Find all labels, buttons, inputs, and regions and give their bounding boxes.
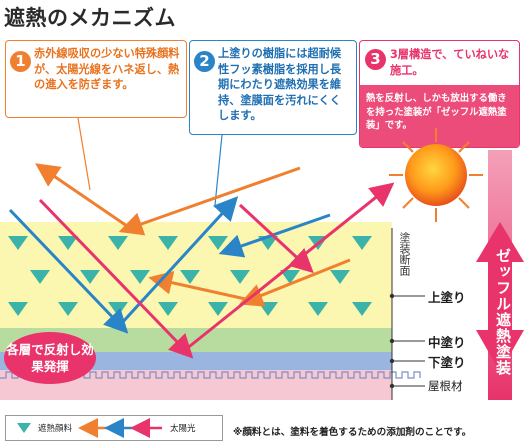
callout-3-body: 熱を反射し、しかも放出する働きを持った塗装が「ゼッフル遮熱塗装」です。 — [360, 85, 519, 147]
paint-film-label: 塗装断面 — [398, 232, 411, 276]
double-arrow-icon — [476, 222, 524, 372]
roof-material-label: 屋根材 — [428, 379, 463, 393]
reflect-ray-blue-1 — [118, 196, 239, 327]
legend-pigment-icon — [17, 423, 31, 433]
footnote: ※顔料とは、塗料を着色するための添加剤のことです。 — [233, 427, 472, 438]
reflect-ray-orange-1 — [35, 163, 131, 230]
sun-ray-blue-2 — [218, 213, 331, 258]
callout-3: 3 3層構造で、ていねいな施工。 熱を反射し、しかも放出する働きを持った塗装が「… — [359, 40, 520, 148]
reflection-bubble: 各層で反射し効果発揮 — [4, 332, 96, 384]
sidebar-label: ゼッフル遮熱塗装 — [494, 248, 512, 376]
legend-pigment-label: 遮熱顔料 — [38, 424, 73, 434]
sun-ray-blue-1 — [8, 208, 129, 334]
sun-ray-pink-1 — [38, 198, 194, 359]
reflect-ray-orange-2 — [148, 270, 251, 302]
page-title: 遮熱のメカニズム — [4, 6, 176, 30]
callout-2-pointer — [214, 134, 223, 206]
callout-1: 1 赤外線吸収の少ない特殊顔料が、太陽光線をハネ返し、熱の進入を防ぎます。 — [5, 40, 187, 118]
legend-sunlight-label: 太陽光 — [170, 424, 196, 434]
under-coat-label: 下塗り — [428, 355, 466, 370]
sun-ray-pink-2 — [238, 203, 314, 274]
sun-icon — [389, 128, 483, 222]
top-coat-label: 上塗り — [428, 290, 466, 305]
callout-2-text: 上塗りの樹脂には超耐候性フッ素樹脂を採用し長期にわたり遮熱効果を維持、塗膜面を汚… — [218, 47, 342, 122]
callout-3-heading: 3層構造で、ていねいな施工。 — [390, 48, 510, 77]
callout-1-pointer — [77, 117, 91, 191]
callout-1-text: 赤外線吸収の少ない特殊顔料が、太陽光線をハネ返し、熱の進入を防ぎます。 — [34, 47, 180, 91]
reflect-ray-pink-1 — [184, 182, 395, 352]
sun-ray-orange-1 — [118, 166, 301, 236]
middle-coat-label: 中塗り — [428, 335, 466, 350]
under-coat-layer — [0, 352, 392, 370]
callout-2-number: 2 — [194, 51, 215, 72]
callout-3-number: 3 — [365, 49, 386, 70]
legend: 遮熱顔料 太陽光 — [5, 415, 223, 441]
callout-2: 2 上塗りの樹脂には超耐候性フッ素樹脂を採用し長期にわたり遮熱効果を維持、塗膜面… — [189, 40, 357, 135]
callout-1-number: 1 — [10, 51, 31, 72]
sun-ray-orange-2 — [238, 258, 351, 307]
